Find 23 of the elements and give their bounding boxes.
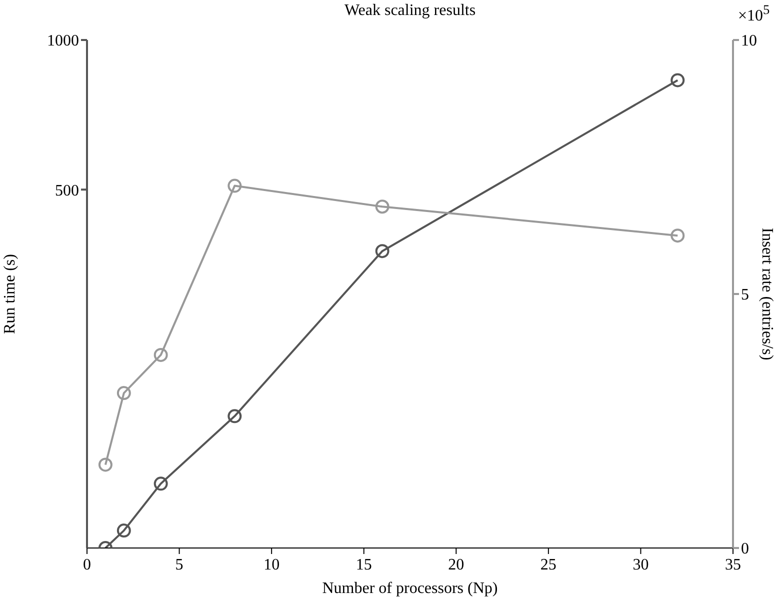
y-tick-label: 1000 [47,32,79,50]
point [116,524,131,538]
y2-tick-label: 10 [741,32,757,50]
x-axis-title: Number of processors (Np) [322,580,498,597]
chart-title: Weak scaling results [343,2,477,20]
text: ×10$^{5}$ [738,2,770,26]
x-tick-label: 25 [540,556,556,574]
point [375,244,390,258]
x-tick-label: 0 [83,556,91,574]
x-tick-label: 10 [264,556,280,574]
y2-tick-label: 5 [741,286,749,304]
x-tick-label: 20 [448,556,464,574]
point [228,409,242,424]
x-tick-label: 15 [356,556,372,574]
y2-axis-title: Insert rate (entries/s) [758,228,776,360]
x-tick-label: 5 [175,556,184,574]
point [670,73,685,88]
y-tick-label: 500 [55,182,79,200]
y2-tick-label: 0 [741,540,749,558]
y-axis-title: Run time (s) [2,254,19,334]
x-tick-label: 35 [725,556,741,574]
point [154,476,168,491]
x-tick-label: 30 [632,556,649,574]
